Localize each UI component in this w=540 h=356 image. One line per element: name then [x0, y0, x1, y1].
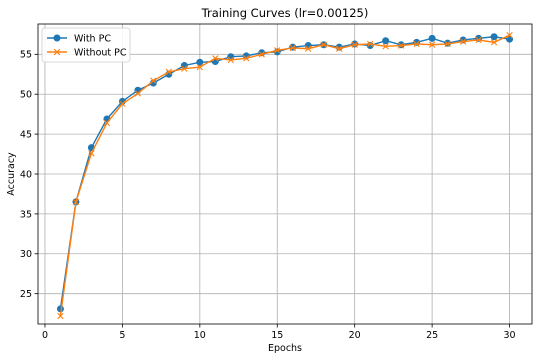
data-point — [212, 55, 219, 62]
x-tick-label: 25 — [426, 330, 438, 341]
series-layer — [56, 31, 514, 320]
y-axis-label: Accuracy — [6, 152, 17, 196]
data-point — [413, 40, 420, 48]
x-axis-label: Epochs — [268, 343, 302, 354]
y-tick-label: 55 — [20, 50, 32, 61]
legend: With PC Without PC — [41, 27, 131, 63]
legend-swatch-marker — [53, 48, 61, 56]
x-tick-label: 15 — [271, 330, 283, 341]
chart-title: Training Curves (lr=0.00125) — [201, 6, 369, 20]
data-point — [305, 45, 312, 52]
data-point — [336, 45, 343, 52]
data-point — [134, 90, 142, 97]
data-point — [366, 40, 374, 48]
data-point — [382, 43, 389, 50]
x-tick-label: 5 — [119, 330, 125, 341]
y-tick-label: 25 — [20, 289, 32, 300]
data-point — [258, 51, 265, 58]
data-point — [397, 42, 405, 49]
x-tick-label: 10 — [194, 330, 206, 341]
data-point — [382, 37, 390, 45]
data-point — [103, 119, 111, 127]
data-point — [227, 56, 234, 64]
legend-entry-label: Without PC — [74, 47, 127, 58]
data-point — [289, 44, 296, 52]
data-point — [274, 47, 281, 54]
y-tick-label: 30 — [20, 249, 32, 260]
data-point — [165, 68, 173, 76]
data-point — [490, 39, 498, 46]
data-point — [181, 65, 188, 72]
data-point — [459, 38, 467, 45]
x-tick-label: 20 — [349, 330, 361, 341]
data-point — [57, 312, 64, 320]
x-tick-label: 30 — [503, 330, 515, 341]
axis-ticks: 0 5 10 15 20 25 30 25 30 35 40 45 50 55 — [20, 50, 516, 341]
data-point — [506, 35, 514, 43]
data-point — [289, 43, 297, 51]
data-point — [490, 33, 498, 41]
data-point — [428, 41, 436, 48]
data-point — [119, 100, 126, 107]
data-point — [428, 34, 436, 42]
y-tick-label: 45 — [20, 130, 32, 141]
series-line — [59, 34, 510, 317]
data-point — [88, 150, 95, 157]
data-point — [196, 58, 204, 66]
data-point — [243, 55, 250, 62]
data-point — [180, 61, 188, 69]
y-tick-label: 50 — [20, 90, 32, 101]
legend-box — [41, 27, 131, 63]
data-point — [444, 40, 451, 48]
grid-lines — [38, 24, 532, 324]
legend-entry-label: With PC — [74, 33, 111, 44]
data-point — [72, 198, 80, 206]
y-tick-label: 35 — [20, 209, 32, 220]
x-tick-label: 0 — [42, 330, 48, 341]
data-point — [506, 31, 513, 39]
series-without-pc — [57, 31, 513, 320]
data-point — [351, 41, 358, 48]
data-point — [150, 77, 157, 84]
data-point — [196, 63, 204, 71]
legend-swatch-marker — [53, 34, 61, 42]
y-tick-label: 40 — [20, 169, 32, 180]
data-point — [320, 41, 327, 48]
data-point — [227, 53, 235, 61]
data-point — [475, 36, 482, 44]
